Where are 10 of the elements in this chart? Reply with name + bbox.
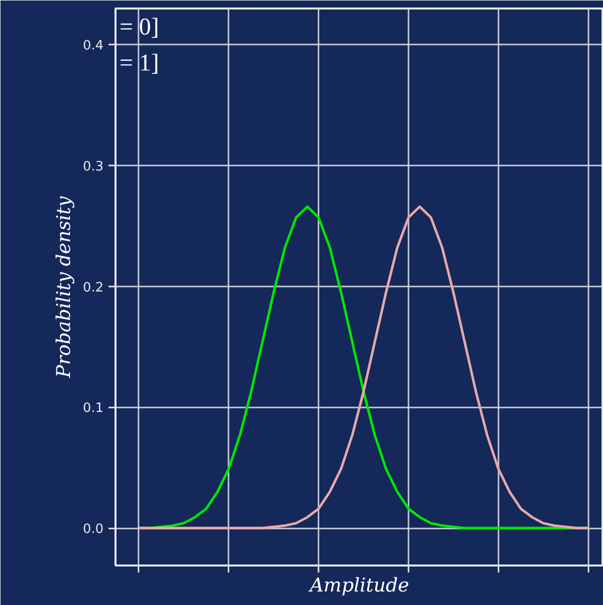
y-tick-label: 0.4 <box>82 38 104 54</box>
y-tick-label: 0.1 <box>82 401 104 416</box>
y-tick-label: 0.2 <box>82 280 104 296</box>
line-series <box>138 205 590 530</box>
y-tick-label: 0.0 <box>82 522 104 538</box>
annotation: = 0] <box>120 14 160 40</box>
y-axis-title: Probability density <box>52 196 75 379</box>
y-tick-label: 0.3 <box>82 160 104 175</box>
x-axis-title: Amplitude <box>308 574 410 596</box>
annotation: = 1] <box>120 50 160 76</box>
